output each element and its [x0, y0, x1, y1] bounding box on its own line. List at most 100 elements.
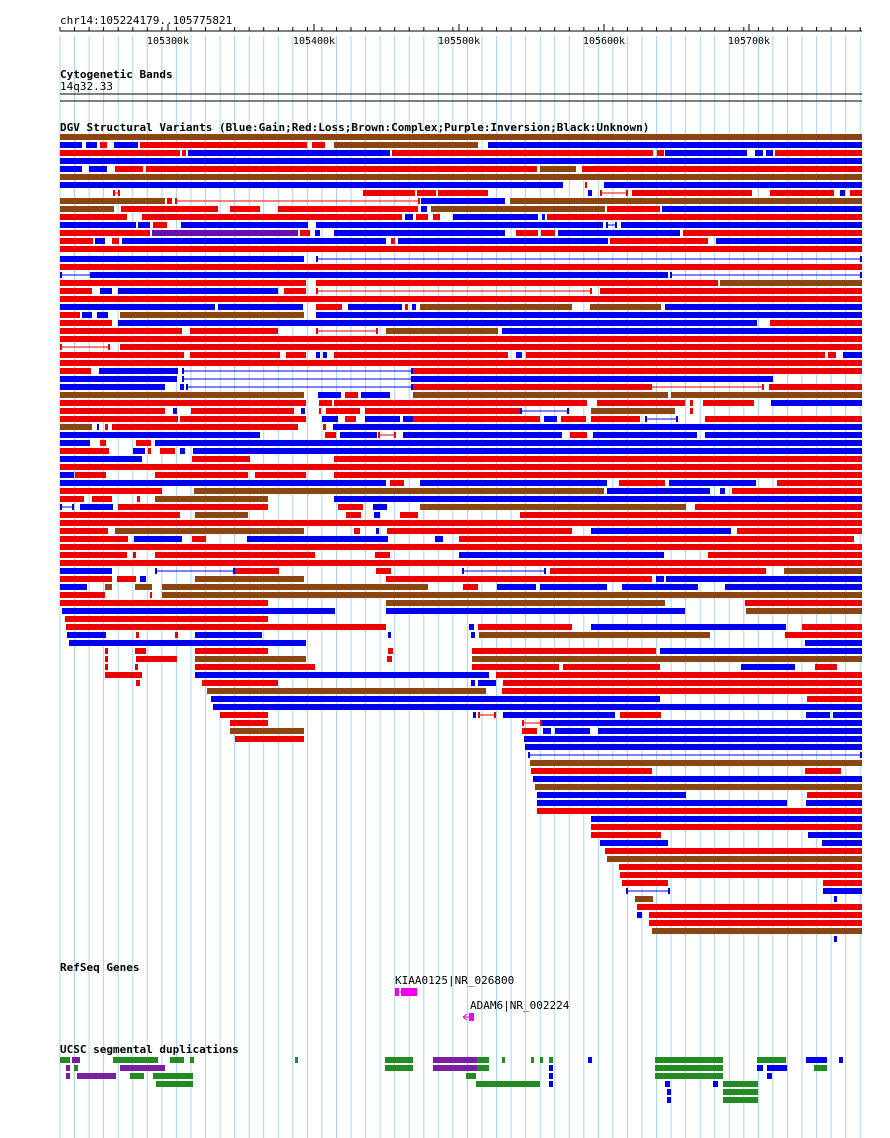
dgv-variant[interactable]: [319, 400, 332, 406]
dgv-variant[interactable]: [720, 280, 862, 286]
dgv-variant[interactable]: [195, 672, 489, 678]
dgv-variant[interactable]: [316, 280, 718, 286]
dgv-variant[interactable]: [590, 304, 661, 310]
dgv-variant[interactable]: [716, 238, 862, 244]
dgv-variant[interactable]: [112, 424, 298, 430]
dgv-variant[interactable]: [211, 696, 660, 702]
dgv-variant[interactable]: [540, 584, 607, 590]
dgv-variant[interactable]: [60, 304, 215, 310]
dgv-variant-end[interactable]: [118, 190, 120, 196]
dgv-variant[interactable]: [705, 416, 862, 422]
dgv-variant[interactable]: [600, 840, 668, 846]
segdup-feature[interactable]: [531, 1057, 534, 1063]
dgv-variant-end[interactable]: [411, 376, 413, 382]
dgv-variant[interactable]: [387, 528, 572, 534]
dgv-variant[interactable]: [683, 230, 862, 236]
dgv-variant[interactable]: [60, 150, 180, 156]
dgv-variant[interactable]: [478, 680, 496, 686]
dgv-variant[interactable]: [570, 432, 587, 438]
dgv-variant[interactable]: [316, 304, 342, 310]
dgv-variant[interactable]: [473, 712, 476, 718]
dgv-variant[interactable]: [334, 230, 505, 236]
dgv-variant[interactable]: [665, 150, 747, 156]
dgv-variant[interactable]: [463, 584, 478, 590]
dgv-variant[interactable]: [421, 198, 505, 204]
dgv-variant[interactable]: [850, 190, 862, 196]
dgv-variant-end[interactable]: [520, 408, 522, 414]
dgv-variant[interactable]: [120, 344, 862, 350]
dgv-variant[interactable]: [413, 368, 862, 374]
dgv-variant[interactable]: [235, 736, 304, 742]
dgv-variant-end[interactable]: [645, 416, 647, 422]
dgv-variant[interactable]: [386, 600, 665, 606]
dgv-variant[interactable]: [561, 416, 586, 422]
dgv-variant[interactable]: [502, 688, 862, 694]
dgv-variant[interactable]: [180, 416, 306, 422]
dgv-variant[interactable]: [140, 576, 146, 582]
dgv-variant-end[interactable]: [590, 288, 592, 294]
dgv-variant[interactable]: [312, 142, 325, 148]
dgv-variant[interactable]: [120, 312, 304, 318]
dgv-variant[interactable]: [604, 182, 862, 188]
dgv-variant[interactable]: [105, 424, 108, 430]
dgv-variant[interactable]: [62, 608, 335, 614]
dgv-variant[interactable]: [60, 328, 182, 334]
dgv-variant[interactable]: [60, 230, 150, 236]
dgv-variant[interactable]: [785, 632, 862, 638]
segdup-feature[interactable]: [757, 1057, 786, 1063]
dgv-variant[interactable]: [433, 214, 440, 220]
dgv-variant[interactable]: [316, 312, 862, 318]
dgv-variant[interactable]: [591, 832, 661, 838]
dgv-variant[interactable]: [563, 664, 660, 670]
dgv-variant[interactable]: [60, 134, 862, 140]
dgv-variant[interactable]: [391, 238, 395, 244]
dgv-variant[interactable]: [671, 392, 862, 398]
dgv-variant[interactable]: [60, 368, 91, 374]
dgv-variant[interactable]: [453, 214, 538, 220]
dgv-variant-end[interactable]: [670, 272, 672, 278]
segdup-feature[interactable]: [60, 1057, 70, 1063]
dgv-variant[interactable]: [840, 190, 845, 196]
dgv-variant[interactable]: [775, 150, 862, 156]
dgv-variant[interactable]: [416, 214, 428, 220]
dgv-variant[interactable]: [192, 536, 206, 542]
dgv-variant[interactable]: [622, 584, 698, 590]
dgv-variant[interactable]: [622, 880, 668, 886]
dgv-variant[interactable]: [502, 328, 862, 334]
dgv-variant[interactable]: [834, 896, 837, 902]
dgv-variant[interactable]: [60, 544, 862, 550]
dgv-variant-end[interactable]: [316, 328, 318, 334]
segdup-feature[interactable]: [74, 1065, 78, 1071]
dgv-variant[interactable]: [469, 624, 474, 630]
dgv-variant-end[interactable]: [860, 256, 862, 262]
dgv-variant-end[interactable]: [376, 328, 378, 334]
dgv-variant[interactable]: [525, 744, 862, 750]
dgv-variant[interactable]: [805, 768, 841, 774]
dgv-variant[interactable]: [97, 424, 99, 430]
dgv-variant[interactable]: [60, 166, 82, 172]
dgv-variant[interactable]: [60, 488, 162, 494]
dgv-variant[interactable]: [815, 664, 837, 670]
dgv-variant[interactable]: [365, 408, 520, 414]
segdup-feature[interactable]: [153, 1073, 193, 1079]
dgv-variant[interactable]: [637, 904, 862, 910]
dgv-variant[interactable]: [471, 680, 475, 686]
dgv-variant[interactable]: [182, 150, 186, 156]
dgv-variant-end[interactable]: [676, 416, 678, 422]
dgv-variant[interactable]: [92, 272, 668, 278]
dgv-variant[interactable]: [823, 880, 862, 886]
dgv-variant[interactable]: [99, 368, 104, 374]
dgv-variant[interactable]: [325, 432, 336, 438]
dgv-variant[interactable]: [420, 504, 686, 510]
dgv-variant[interactable]: [117, 576, 136, 582]
dgv-variant[interactable]: [769, 384, 862, 390]
dgv-variant[interactable]: [95, 238, 105, 244]
dgv-variant[interactable]: [192, 456, 250, 462]
dgv-variant[interactable]: [478, 624, 572, 630]
segdup-feature[interactable]: [466, 1073, 476, 1079]
dgv-variant[interactable]: [591, 528, 731, 534]
dgv-variant[interactable]: [365, 416, 400, 422]
dgv-variant[interactable]: [805, 640, 862, 646]
dgv-variant[interactable]: [230, 720, 268, 726]
dgv-variant[interactable]: [60, 472, 74, 478]
